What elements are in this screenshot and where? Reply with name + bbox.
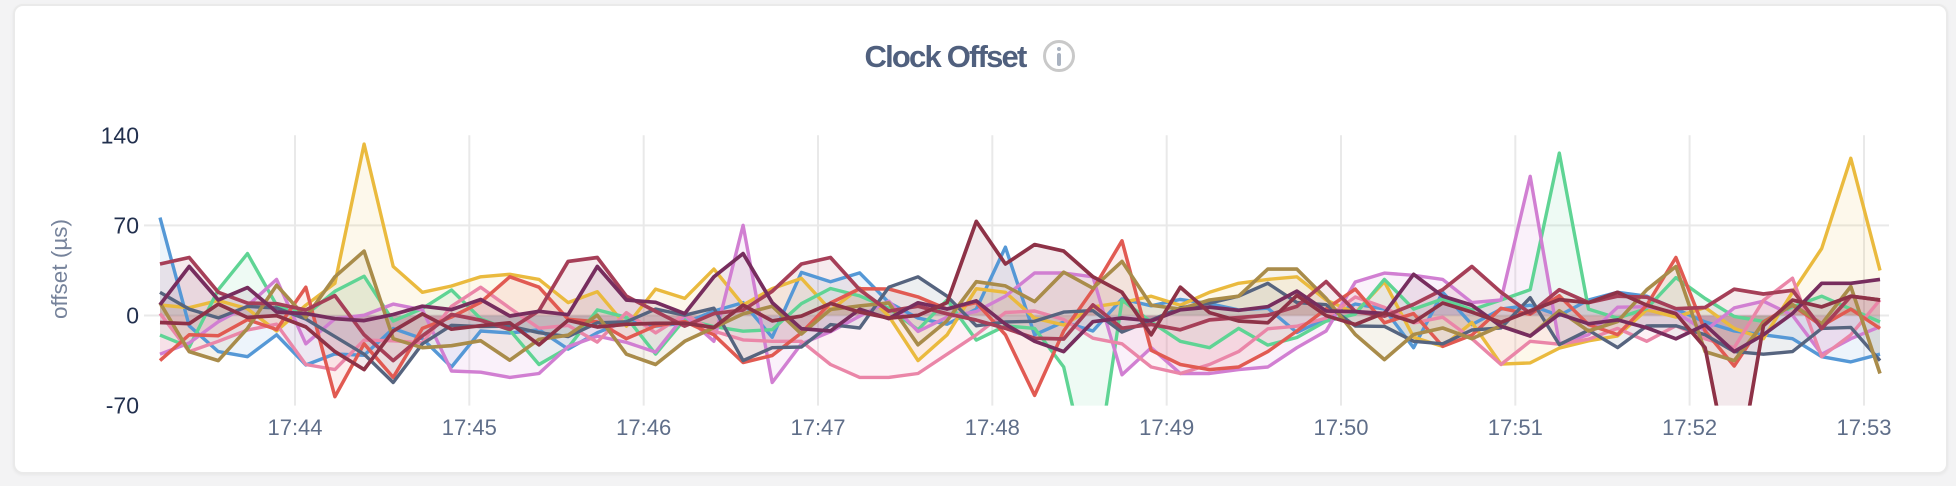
svg-text:17:49: 17:49 xyxy=(1139,415,1194,440)
svg-text:-70: -70 xyxy=(106,393,139,419)
svg-text:17:46: 17:46 xyxy=(616,415,671,440)
svg-text:17:52: 17:52 xyxy=(1662,415,1717,440)
svg-text:17:47: 17:47 xyxy=(790,415,845,440)
svg-text:17:53: 17:53 xyxy=(1836,415,1891,440)
svg-text:0: 0 xyxy=(126,303,139,329)
svg-text:17:50: 17:50 xyxy=(1313,415,1368,440)
svg-text:17:45: 17:45 xyxy=(442,415,497,440)
svg-text:17:48: 17:48 xyxy=(965,415,1020,440)
svg-text:17:51: 17:51 xyxy=(1488,415,1543,440)
svg-text:offset (µs): offset (µs) xyxy=(47,219,72,319)
svg-text:70: 70 xyxy=(113,212,139,238)
svg-text:140: 140 xyxy=(101,122,139,148)
svg-text:17:44: 17:44 xyxy=(267,415,322,440)
